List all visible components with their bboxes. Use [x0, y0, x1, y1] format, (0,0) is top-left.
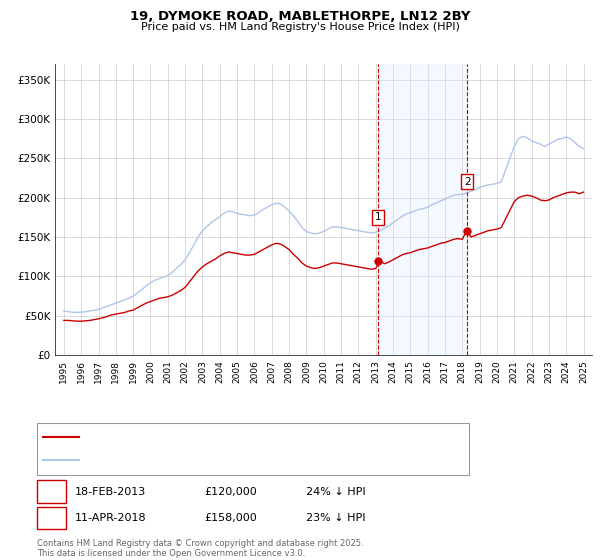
Text: 19, DYMOKE ROAD, MABLETHORPE, LN12 2BY (detached house): 19, DYMOKE ROAD, MABLETHORPE, LN12 2BY (… [85, 432, 399, 442]
Text: 1: 1 [374, 212, 381, 222]
Text: 23% ↓ HPI: 23% ↓ HPI [306, 513, 365, 523]
Text: 11-APR-2018: 11-APR-2018 [75, 513, 146, 523]
Text: 1: 1 [48, 487, 55, 497]
Text: HPI: Average price, detached house, East Lindsey: HPI: Average price, detached house, East… [85, 455, 328, 465]
Text: Price paid vs. HM Land Registry's House Price Index (HPI): Price paid vs. HM Land Registry's House … [140, 22, 460, 32]
Text: 19, DYMOKE ROAD, MABLETHORPE, LN12 2BY: 19, DYMOKE ROAD, MABLETHORPE, LN12 2BY [130, 10, 470, 23]
Text: 2: 2 [464, 177, 470, 187]
Bar [378, 64, 467, 355]
Text: Contains HM Land Registry data © Crown copyright and database right 2025.
This d: Contains HM Land Registry data © Crown c… [37, 539, 364, 558]
Text: 2: 2 [48, 513, 55, 523]
Text: £120,000: £120,000 [204, 487, 257, 497]
Text: £158,000: £158,000 [204, 513, 257, 523]
Text: 18-FEB-2013: 18-FEB-2013 [75, 487, 146, 497]
Text: 24% ↓ HPI: 24% ↓ HPI [306, 487, 365, 497]
